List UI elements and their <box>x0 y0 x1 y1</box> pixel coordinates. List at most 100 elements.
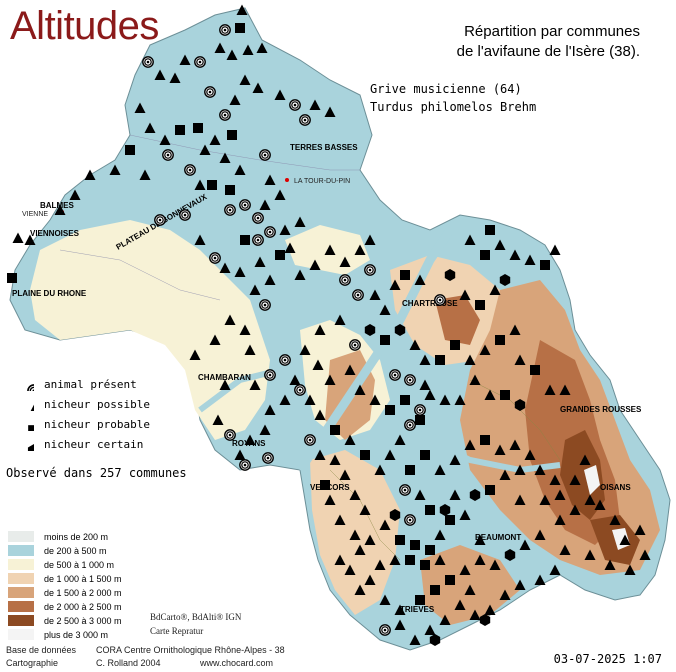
marker-animal-present <box>349 339 361 351</box>
label-balmes: BALMES <box>40 201 74 210</box>
marker-nicheur-probable <box>475 300 485 310</box>
marker-nicheur-probable <box>125 145 135 155</box>
marker-nicheur-probable <box>400 270 410 280</box>
altitude-row: de 1 500 à 2 000 m <box>8 587 122 598</box>
altitude-swatch <box>8 573 34 584</box>
marker-animal-present <box>179 209 191 221</box>
marker-nicheur-probable <box>405 465 415 475</box>
marker-nicheur-probable <box>240 235 250 245</box>
altitude-label: de 2 000 à 2 500 m <box>44 601 122 612</box>
label-plaine-du-rhone: PLAINE DU RHONE <box>12 289 87 298</box>
marker-nicheur-probable <box>540 260 550 270</box>
marker-nicheur-probable <box>320 480 330 490</box>
altitude-row: de 200 à 500 m <box>8 545 107 556</box>
marker-nicheur-probable <box>435 355 445 365</box>
marker-animal-present <box>239 459 251 471</box>
marker-nicheur-probable <box>380 335 390 345</box>
label-vienne: VIENNE <box>22 211 48 218</box>
legend-label: nicheur certain <box>44 437 144 451</box>
marker-nicheur-probable <box>207 180 217 190</box>
map-source-1: BdCarto®, BdAlti® IGN <box>150 612 242 622</box>
marker-animal-present <box>204 86 216 98</box>
marker-nicheur-probable <box>450 340 460 350</box>
altitude-label: de 1 000 à 1 500 m <box>44 573 122 584</box>
legend-label: nicheur possible <box>44 397 150 411</box>
marker-nicheur-probable <box>7 273 17 283</box>
altitude-swatch <box>8 615 34 626</box>
marker-animal-present <box>434 294 446 306</box>
map-source-2: Carte Repratur <box>150 626 204 636</box>
department-outline <box>9 7 671 651</box>
marker-animal-present <box>289 99 301 111</box>
marker-nicheur-probable <box>530 365 540 375</box>
credit-db-value: CORA Centre Ornithologique Rhône-Alpes -… <box>96 645 285 655</box>
legend-item-certain: nicheur certain <box>20 435 143 453</box>
square-icon <box>20 417 34 431</box>
marker-nicheur-probable <box>480 250 490 260</box>
marker-animal-present <box>219 24 231 36</box>
label-la-tour-du-pin: LA TOUR-DU-PIN <box>294 178 350 185</box>
marker-animal-present <box>262 452 274 464</box>
marker-animal-present <box>379 624 391 636</box>
marker-nicheur-probable <box>445 575 455 585</box>
marker-animal-present <box>259 149 271 161</box>
la-tour-du-pin-marker <box>285 178 289 182</box>
subtitle-line-1: Répartition par communes <box>464 23 640 40</box>
marker-animal-present <box>364 264 376 276</box>
marker-nicheur-probable <box>430 585 440 595</box>
label-vercors: VERCORS <box>310 483 350 492</box>
altitude-swatch <box>8 545 34 556</box>
marker-nicheur-probable <box>500 390 510 400</box>
credit-carto-value: C. Rolland 2004 <box>96 658 161 668</box>
legend-label: animal présent <box>44 377 137 391</box>
marker-nicheur-probable <box>415 415 425 425</box>
credit-carto-label: Cartographie <box>6 658 59 668</box>
label-chartreuse: CHARTREUSE <box>402 299 458 308</box>
marker-nicheur-probable <box>225 185 235 195</box>
marker-nicheur-probable <box>425 545 435 555</box>
label-beaumont: BEAUMONT <box>475 533 521 542</box>
marker-animal-present <box>184 164 196 176</box>
marker-animal-present <box>259 299 271 311</box>
map-title: Altitudes <box>10 4 159 48</box>
marker-animal-present <box>264 226 276 238</box>
altitude-row: moins de 200 m <box>8 531 108 542</box>
marker-animal-present <box>339 274 351 286</box>
altitude-swatch <box>8 629 34 640</box>
label-viennoises: VIENNOISES <box>30 229 80 238</box>
label-chambaran: CHAMBARAN <box>198 373 251 382</box>
credit-db-label: Base de données <box>6 645 77 655</box>
marker-animal-present <box>404 514 416 526</box>
marker-nicheur-probable <box>485 225 495 235</box>
marker-animal-present <box>404 374 416 386</box>
altitude-label: de 500 à 1 000 m <box>44 559 115 570</box>
altitude-label: de 1 500 à 2 000 m <box>44 587 122 598</box>
marker-nicheur-probable <box>410 540 420 550</box>
marker-nicheur-probable <box>425 505 435 515</box>
legend-item-possible: nicheur possible <box>20 395 150 413</box>
marker-animal-present <box>252 212 264 224</box>
altitude-swatch <box>8 601 34 612</box>
marker-nicheur-probable <box>485 485 495 495</box>
marker-animal-present <box>294 384 306 396</box>
marker-nicheur-probable <box>395 535 405 545</box>
marker-nicheur-probable <box>193 123 203 133</box>
altitude-label: de 200 à 500 m <box>44 545 107 556</box>
altitude-swatch <box>8 531 34 542</box>
altitude-row: de 2 000 à 2 500 m <box>8 601 122 612</box>
legend-item-probable: nicheur probable <box>20 415 150 433</box>
altitude-row: de 2 500 à 3 000 m <box>8 615 122 626</box>
marker-animal-present <box>352 289 364 301</box>
label-trieves: TRIEVES <box>400 605 435 614</box>
marker-animal-present <box>219 109 231 121</box>
marker-animal-present <box>224 204 236 216</box>
species-common-name: Grive musicienne (64) <box>370 82 522 96</box>
credit-website[interactable]: www.chocard.com <box>200 658 274 668</box>
label-terres-basses: TERRES BASSES <box>290 143 358 152</box>
altitude-swatch <box>8 559 34 570</box>
legend-item-present: animal présent <box>20 375 137 393</box>
marker-nicheur-possible <box>12 232 24 243</box>
marker-nicheur-probable <box>495 335 505 345</box>
marker-animal-present <box>304 434 316 446</box>
